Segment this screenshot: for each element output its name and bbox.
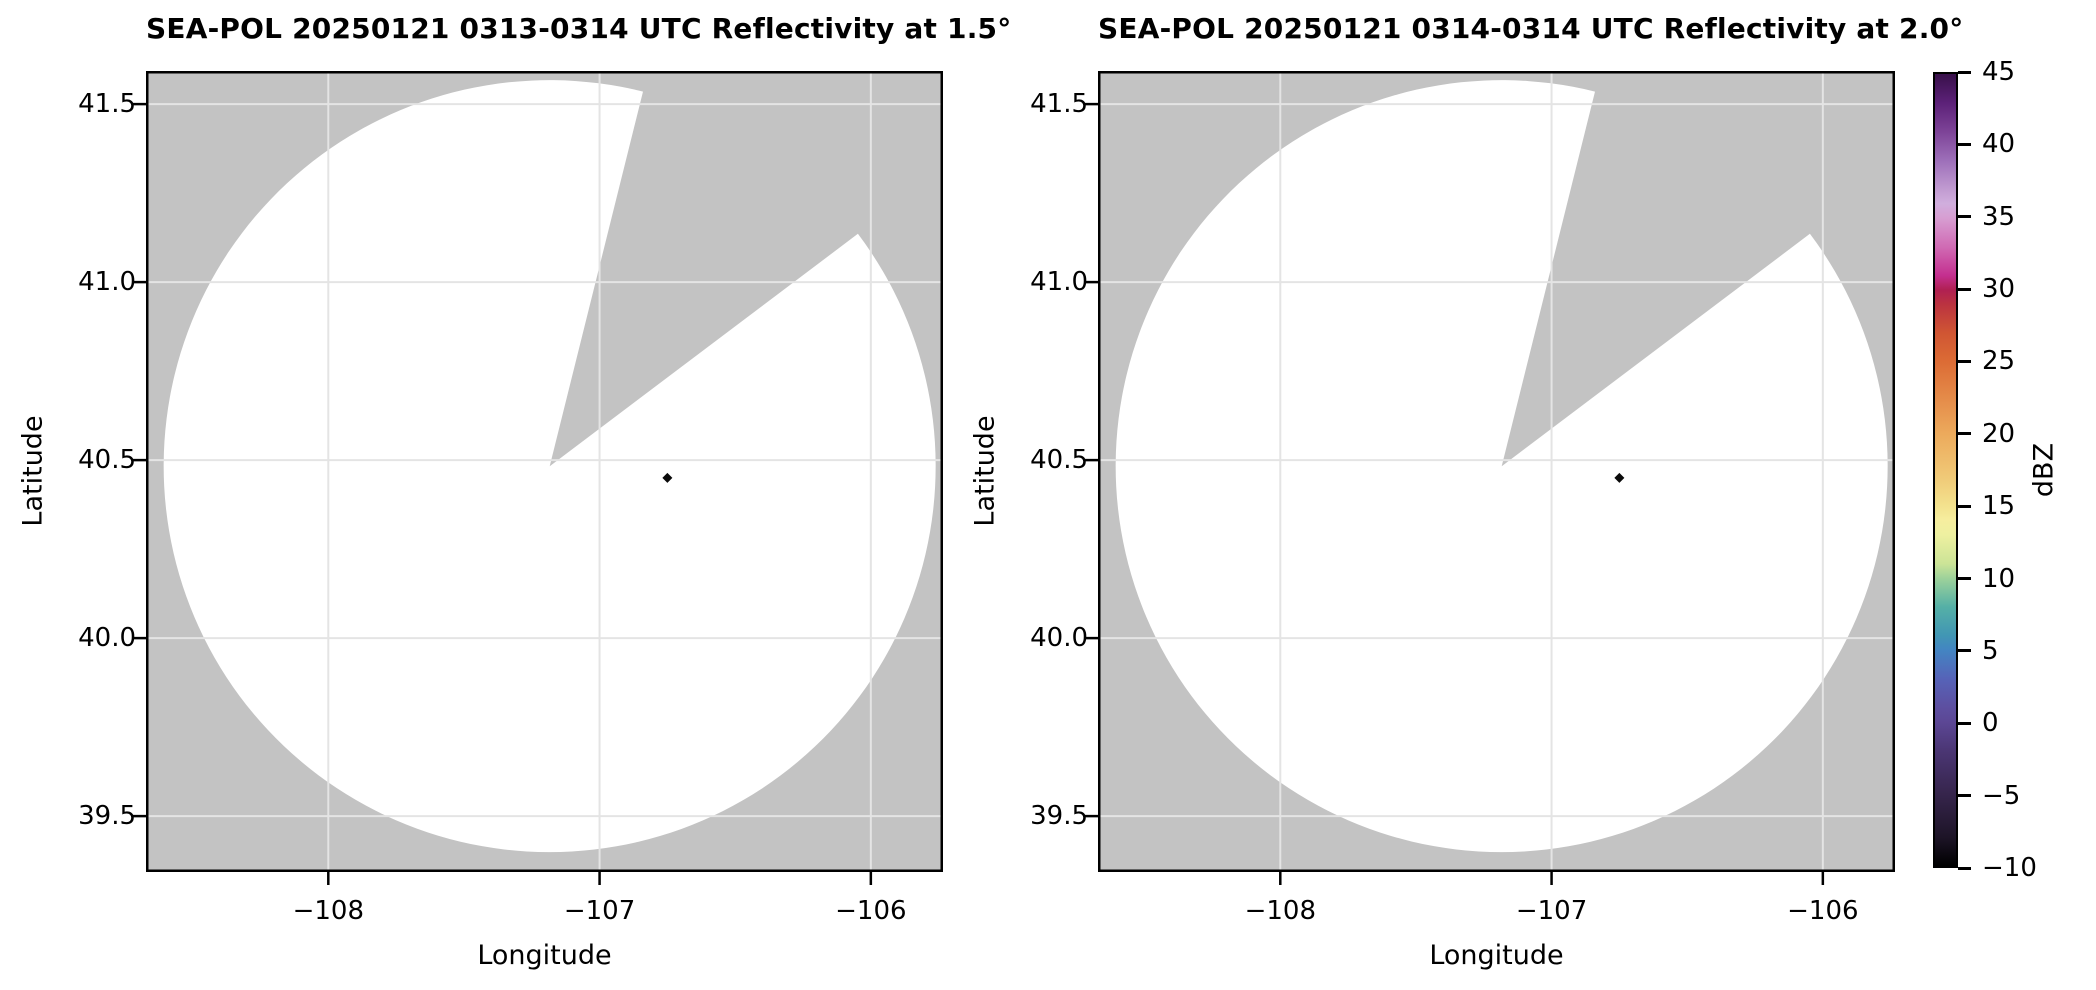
x-axis-label: Longitude — [1429, 940, 1564, 971]
colorbar-tick — [1958, 866, 1971, 870]
x-tick-label: −108 — [292, 896, 364, 926]
colorbar-tick — [1958, 359, 1971, 363]
colorbar-tick-label: −10 — [1982, 853, 2037, 883]
y-tick-label: 40.5 — [78, 445, 136, 476]
x-tick-label: −107 — [563, 896, 636, 926]
y-tick-label: 41.5 — [1030, 89, 1088, 120]
colorbar-tick — [1958, 577, 1971, 581]
colorbar-tick-label: 30 — [1982, 274, 2016, 305]
colorbar-tick — [1958, 70, 1971, 74]
x-tick-label: −107 — [1515, 896, 1588, 926]
y-tick-label: 41.0 — [78, 267, 136, 298]
x-tick-label: −108 — [1244, 896, 1316, 926]
x-axis-label: Longitude — [477, 940, 612, 971]
y-tick-label: 39.5 — [78, 801, 136, 832]
colorbar-tick — [1958, 649, 1971, 653]
colorbar-tick — [1958, 721, 1971, 725]
colorbar — [1933, 72, 1958, 868]
x-tick-label: −106 — [835, 896, 907, 926]
y-tick-label: 41.5 — [78, 89, 136, 120]
colorbar-tick — [1958, 794, 1971, 798]
colorbar-tick-label: 5 — [1982, 635, 1999, 666]
y-tick-label: 40.0 — [1030, 623, 1088, 654]
colorbar-tick-label: 20 — [1982, 418, 2016, 449]
colorbar-tick-label: 40 — [1982, 129, 2016, 160]
y-tick-label: 41.0 — [1030, 267, 1088, 298]
colorbar-tick-label: 15 — [1982, 491, 2016, 522]
x-tick-label: −106 — [1787, 896, 1859, 926]
colorbar-tick-label: 45 — [1982, 57, 2016, 87]
panel-title: SEA-POL 20250121 0314-0314 UTC Reflectiv… — [1098, 12, 1964, 45]
colorbar-tick — [1958, 432, 1971, 436]
colorbar-tick-label: 10 — [1982, 563, 2016, 594]
y-tick-label: 40.5 — [1030, 445, 1088, 476]
radar-panel-left: SEA-POL 20250121 0313-0314 UTC Reflectiv… — [18, 0, 1012, 990]
colorbar-tick-label: 35 — [1982, 201, 2016, 232]
panel-title: SEA-POL 20250121 0313-0314 UTC Reflectiv… — [146, 12, 1012, 45]
colorbar-tick — [1958, 504, 1971, 508]
y-tick-label: 40.0 — [78, 623, 136, 654]
colorbar-tick — [1958, 142, 1971, 146]
radar-ppi-plot — [1085, 71, 1895, 885]
radar-ppi-plot — [133, 71, 943, 885]
colorbar-tick-label: −5 — [1982, 780, 2021, 811]
colorbar-tick-label: 25 — [1982, 346, 2016, 377]
y-tick-label: 39.5 — [1030, 801, 1088, 832]
colorbar-tick — [1958, 215, 1971, 219]
colorbar-unit-label: dBZ — [2028, 442, 2060, 498]
colorbar-tick — [1958, 287, 1971, 291]
colorbar-tick-label: 0 — [1982, 708, 1999, 739]
radar-panel-right: SEA-POL 20250121 0314-0314 UTC Reflectiv… — [970, 0, 1964, 990]
